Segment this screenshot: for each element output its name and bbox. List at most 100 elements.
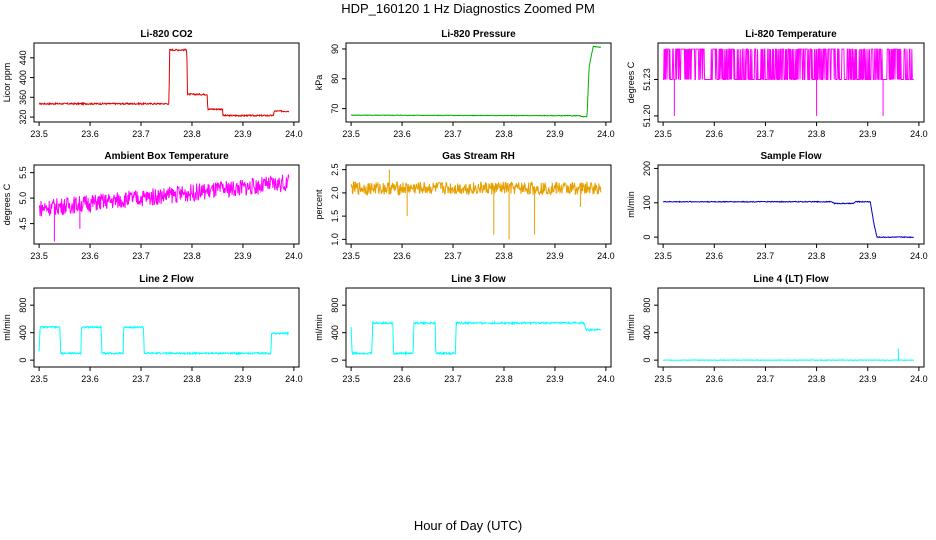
x-tick-label: 23.5 xyxy=(654,374,672,384)
series-line xyxy=(38,174,290,242)
series-line xyxy=(662,348,915,362)
x-tick-label: 23.9 xyxy=(234,129,252,139)
x-tick-label: 23.8 xyxy=(808,129,826,139)
x-tick-label: 23.8 xyxy=(495,251,513,261)
x-tick-label: 23.6 xyxy=(706,374,724,384)
y-tick-label: 400 xyxy=(642,325,652,340)
x-tick-label: 24.0 xyxy=(597,251,615,261)
series-line xyxy=(663,48,914,116)
y-tick-label: 2.5 xyxy=(330,163,340,176)
y-tick-label: 100 xyxy=(642,195,652,210)
x-tick-label: 24.0 xyxy=(597,374,615,384)
plot-frame xyxy=(33,42,300,123)
x-tick-label: 23.7 xyxy=(444,374,462,384)
x-tick-label: 23.9 xyxy=(234,251,252,261)
y-tick-label: 5.5 xyxy=(18,166,28,179)
y-tick-label: 200 xyxy=(642,161,652,176)
y-axis-label: degrees C xyxy=(626,61,636,103)
x-tick-label: 23.5 xyxy=(30,251,48,261)
x-tick-label: 23.6 xyxy=(393,251,411,261)
panel-1: Li-820 CO2 Licor ppm 23.5 23.6 23.7 23.8 23.9 2… xyxy=(2,29,303,139)
x-tick-label: 24.0 xyxy=(910,251,928,261)
y-tick-label: 4.5 xyxy=(18,217,28,230)
x-tick-label: 23.7 xyxy=(757,374,775,384)
x-tick-label: 23.5 xyxy=(342,129,360,139)
x-tick-label: 23.8 xyxy=(495,129,513,139)
y-tick-label: 51.23 xyxy=(642,68,652,91)
y-tick-label: 1.0 xyxy=(330,233,340,246)
series-line xyxy=(350,45,602,118)
panel-title: Line 3 Flow xyxy=(451,274,506,285)
series-line xyxy=(350,169,602,240)
y-tick-label: 2.0 xyxy=(330,187,340,200)
plot-frame xyxy=(345,164,612,245)
x-tick-label: 23.6 xyxy=(393,374,411,384)
x-tick-label: 23.6 xyxy=(393,129,411,139)
x-tick-label: 24.0 xyxy=(597,129,615,139)
panel-5: Gas Stream RH percent 23.5 23.6 23.7 23.8 23.9… xyxy=(314,151,615,261)
y-tick-label: 51.20 xyxy=(642,105,652,128)
x-tick-label: 23.5 xyxy=(654,251,672,261)
panel-title: Li-820 CO2 xyxy=(140,29,193,40)
x-tick-label: 23.7 xyxy=(132,129,150,139)
y-tick-label: 400 xyxy=(18,70,28,85)
y-tick-label: 400 xyxy=(18,325,28,340)
x-tick-label: 23.9 xyxy=(859,129,877,139)
y-axis-label: Licor ppm xyxy=(2,63,12,103)
y-tick-label: 800 xyxy=(642,298,652,313)
y-axis-label: degrees C xyxy=(2,183,12,225)
y-axis-label: kPa xyxy=(314,75,324,91)
panel-title: Line 4 (LT) Flow xyxy=(753,274,829,285)
panel-6: Sample Flow ml/min 23.5 23.6 23.7 23.8 23.9 24.… xyxy=(626,151,928,261)
panel-title: Sample Flow xyxy=(760,151,821,162)
x-tick-label: 23.8 xyxy=(808,251,826,261)
x-tick-label: 23.9 xyxy=(546,129,564,139)
x-tick-label: 23.5 xyxy=(342,251,360,261)
y-tick-label: 0 xyxy=(330,358,340,363)
x-tick-label: 23.7 xyxy=(757,251,775,261)
y-tick-label: 320 xyxy=(18,110,28,125)
series-line xyxy=(39,48,290,118)
x-tick-label: 23.9 xyxy=(234,374,252,384)
x-tick-label: 23.9 xyxy=(859,374,877,384)
panel-7: Line 2 Flow ml/min 23.5 23.6 23.7 23.8 23.9 24.… xyxy=(2,274,303,384)
y-axis-label: ml/min xyxy=(626,191,636,218)
x-tick-label: 23.9 xyxy=(546,251,564,261)
plot-frame xyxy=(657,287,925,368)
x-tick-label: 23.8 xyxy=(183,129,201,139)
x-tick-label: 23.6 xyxy=(706,129,724,139)
panel-3: Li-820 Temperature degrees C 23.5 23.6 23.7 2… xyxy=(626,29,928,139)
y-axis-label: percent xyxy=(314,189,324,220)
y-tick-label: 800 xyxy=(18,298,28,313)
panel-title: Line 2 Flow xyxy=(139,274,194,285)
plot-frame xyxy=(33,164,300,245)
y-tick-label: 0 xyxy=(18,358,28,363)
x-tick-label: 23.5 xyxy=(30,374,48,384)
x-tick-label: 23.6 xyxy=(81,129,99,139)
y-axis-label: ml/min xyxy=(2,314,12,341)
x-tick-label: 23.5 xyxy=(654,129,672,139)
x-tick-label: 23.7 xyxy=(757,129,775,139)
x-tick-label: 23.7 xyxy=(132,251,150,261)
x-tick-label: 23.7 xyxy=(444,251,462,261)
y-axis-label: ml/min xyxy=(626,314,636,341)
x-tick-label: 23.6 xyxy=(81,251,99,261)
x-tick-label: 24.0 xyxy=(285,251,303,261)
x-tick-label: 23.7 xyxy=(444,129,462,139)
y-tick-label: 400 xyxy=(330,325,340,340)
y-tick-label: 5.0 xyxy=(18,192,28,205)
x-tick-label: 23.9 xyxy=(859,251,877,261)
panel-title: Gas Stream RH xyxy=(442,151,515,162)
panel-8: Line 3 Flow ml/min 23.5 23.6 23.7 23.8 23.9 24.… xyxy=(314,274,615,384)
y-tick-label: 0 xyxy=(642,358,652,363)
y-tick-label: 440 xyxy=(18,50,28,65)
x-tick-label: 24.0 xyxy=(285,374,303,384)
panel-2: Li-820 Pressure kPa 23.5 23.6 23.7 23.8 23.9 24… xyxy=(314,29,615,139)
x-tick-label: 24.0 xyxy=(910,129,928,139)
figure-title: HDP_160120 1 Hz Diagnostics Zoomed PM xyxy=(341,1,595,16)
x-tick-label: 23.9 xyxy=(546,374,564,384)
x-tick-label: 23.5 xyxy=(342,374,360,384)
y-tick-label: 360 xyxy=(18,90,28,105)
panel-title: Li-820 Temperature xyxy=(745,29,837,40)
y-tick-label: 80 xyxy=(330,74,340,84)
